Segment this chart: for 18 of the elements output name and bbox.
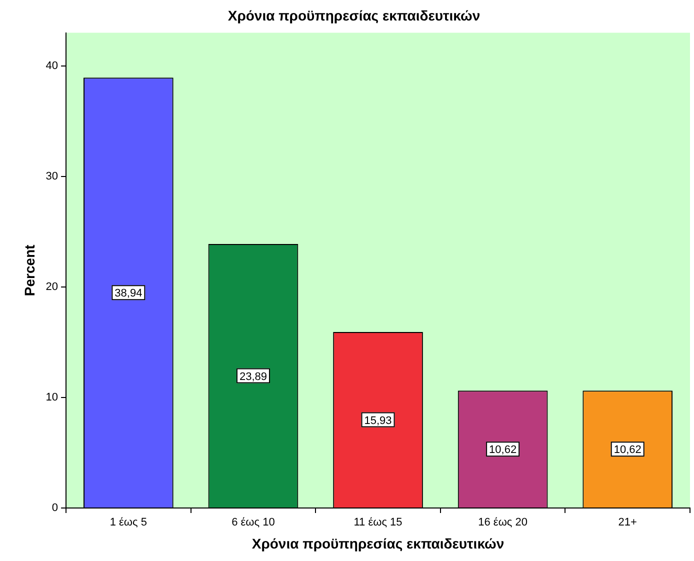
x-tick-label: 16 έως 20 bbox=[478, 516, 528, 529]
y-tick-label: 20 bbox=[46, 281, 58, 294]
y-tick-label: 0 bbox=[52, 502, 58, 514]
y-axis-title: Percent bbox=[21, 244, 38, 296]
data-label: 10,62 bbox=[489, 444, 517, 456]
chart-title: Χρόνια προϋπηρεσίας εκπαιδευτικών bbox=[228, 7, 480, 24]
data-label: 23,89 bbox=[239, 370, 267, 383]
x-tick-label: 6 έως 10 bbox=[232, 516, 275, 529]
x-tick-label: 11 έως 15 bbox=[354, 516, 402, 529]
y-tick-label: 40 bbox=[46, 60, 58, 72]
y-tick-label: 30 bbox=[46, 170, 58, 182]
data-label: 10,62 bbox=[614, 444, 642, 456]
x-axis-title: Χρόνια προϋπηρεσίας εκπαιδευτικών bbox=[252, 535, 504, 552]
data-label: 15,93 bbox=[364, 414, 392, 427]
data-label: 38,94 bbox=[114, 288, 142, 300]
x-tick-label: 21+ bbox=[618, 516, 637, 529]
y-tick-label: 10 bbox=[46, 392, 58, 404]
x-tick-label: 1 έως 5 bbox=[110, 516, 148, 529]
